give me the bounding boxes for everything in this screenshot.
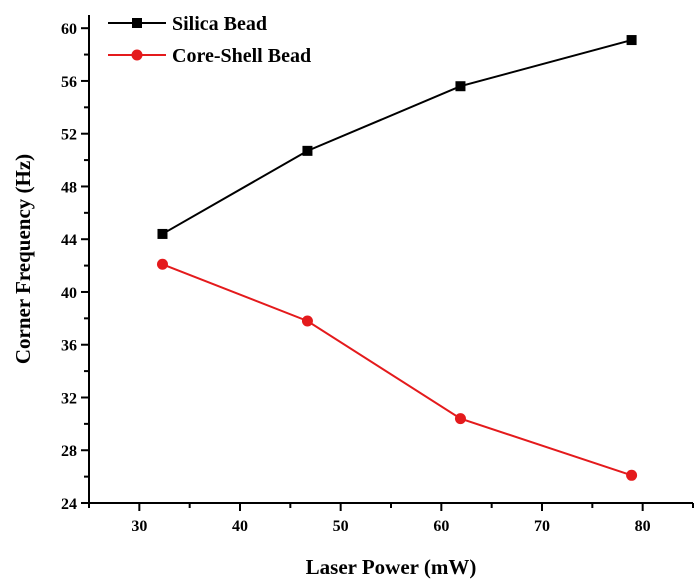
data-point-silica-bead xyxy=(455,81,466,92)
y-tick-label: 48 xyxy=(61,179,77,196)
y-axis-title: Corner Frequency (Hz) xyxy=(11,154,35,364)
data-point-silica-bead xyxy=(157,228,168,239)
series-layer xyxy=(156,35,638,481)
y-tick-label: 28 xyxy=(61,443,77,460)
x-tick-label: 40 xyxy=(232,518,248,535)
legend-marker-core-shell-bead xyxy=(131,49,143,61)
data-point-silica-bead xyxy=(626,35,637,46)
axes: 30 40 50 60 70 80 24 28 32 36 40 44 48 52 56 60 xyxy=(61,15,694,535)
data-point-core-shell-bead xyxy=(156,258,168,270)
data-point-core-shell-bead xyxy=(454,413,466,425)
x-tick-label: 80 xyxy=(635,518,651,535)
x-axis-title: Laser Power (mW) xyxy=(306,555,477,579)
data-point-core-shell-bead xyxy=(301,315,313,327)
y-tick-label: 36 xyxy=(61,338,77,355)
legend-label-core-shell-bead: Core-Shell Bead xyxy=(172,45,311,67)
y-tick-label: 32 xyxy=(61,390,77,407)
series-core-shell-bead xyxy=(156,258,638,481)
x-tick-label: 60 xyxy=(433,518,449,535)
y-tick-label: 60 xyxy=(61,21,77,38)
y-tick-label: 24 xyxy=(61,496,77,513)
y-tick-label: 52 xyxy=(61,127,77,144)
series-line-silica-bead xyxy=(161,39,632,235)
x-tick-label: 30 xyxy=(131,518,147,535)
x-tick-label: 70 xyxy=(534,518,550,535)
legend-item-silica-bead: Silica Bead xyxy=(108,13,267,35)
legend-marker-silica-bead xyxy=(132,18,142,28)
y-tick-label: 56 xyxy=(61,74,77,91)
series-line-core-shell-bead xyxy=(162,263,632,477)
y-tick-label: 40 xyxy=(61,285,77,302)
y-tick-label: 44 xyxy=(61,232,77,249)
x-tick-label: 50 xyxy=(333,518,349,535)
legend: Silica Bead Core-Shell Bead xyxy=(108,13,311,67)
data-point-silica-bead xyxy=(302,145,313,156)
legend-label-silica-bead: Silica Bead xyxy=(172,13,267,35)
legend-item-core-shell-bead: Core-Shell Bead xyxy=(108,45,311,67)
data-point-core-shell-bead xyxy=(626,469,638,481)
series-silica-bead xyxy=(157,35,637,239)
